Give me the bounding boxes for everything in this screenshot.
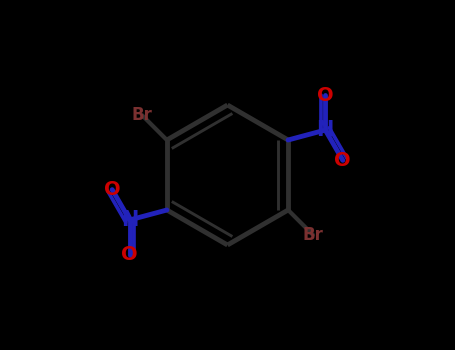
Text: O: O [317, 85, 334, 105]
Text: Br: Br [303, 226, 324, 244]
Text: O: O [121, 245, 138, 265]
Text: O: O [334, 151, 351, 170]
Text: N: N [317, 120, 334, 140]
Text: N: N [121, 210, 138, 230]
Text: O: O [104, 180, 121, 199]
Text: Br: Br [131, 106, 152, 124]
